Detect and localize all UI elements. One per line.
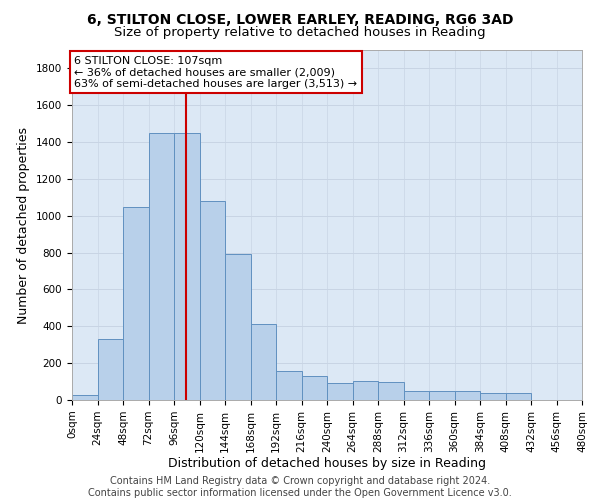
Bar [97,339,123,400]
Bar [199,201,225,400]
Bar [455,391,480,400]
Text: Contains HM Land Registry data © Crown copyright and database right 2024.
Contai: Contains HM Land Registry data © Crown c… [88,476,512,498]
Y-axis label: Number of detached properties: Number of detached properties [17,126,31,324]
Bar [225,254,251,400]
Text: Size of property relative to detached houses in Reading: Size of property relative to detached ho… [114,26,486,39]
Bar [251,324,276,400]
Bar [302,376,327,400]
Bar [378,382,404,400]
Text: 6, STILTON CLOSE, LOWER EARLEY, READING, RG6 3AD: 6, STILTON CLOSE, LOWER EARLEY, READING,… [87,12,513,26]
Bar [480,392,505,400]
Bar [327,384,353,400]
Bar [505,392,531,400]
Text: 6 STILTON CLOSE: 107sqm
← 36% of detached houses are smaller (2,009)
63% of semi: 6 STILTON CLOSE: 107sqm ← 36% of detache… [74,56,357,88]
Bar [353,380,378,400]
X-axis label: Distribution of detached houses by size in Reading: Distribution of detached houses by size … [168,458,486,470]
Bar [174,133,199,400]
Bar [149,133,174,400]
Bar [123,206,149,400]
Bar [429,391,455,400]
Bar [72,396,97,400]
Bar [276,372,302,400]
Bar [404,391,429,400]
